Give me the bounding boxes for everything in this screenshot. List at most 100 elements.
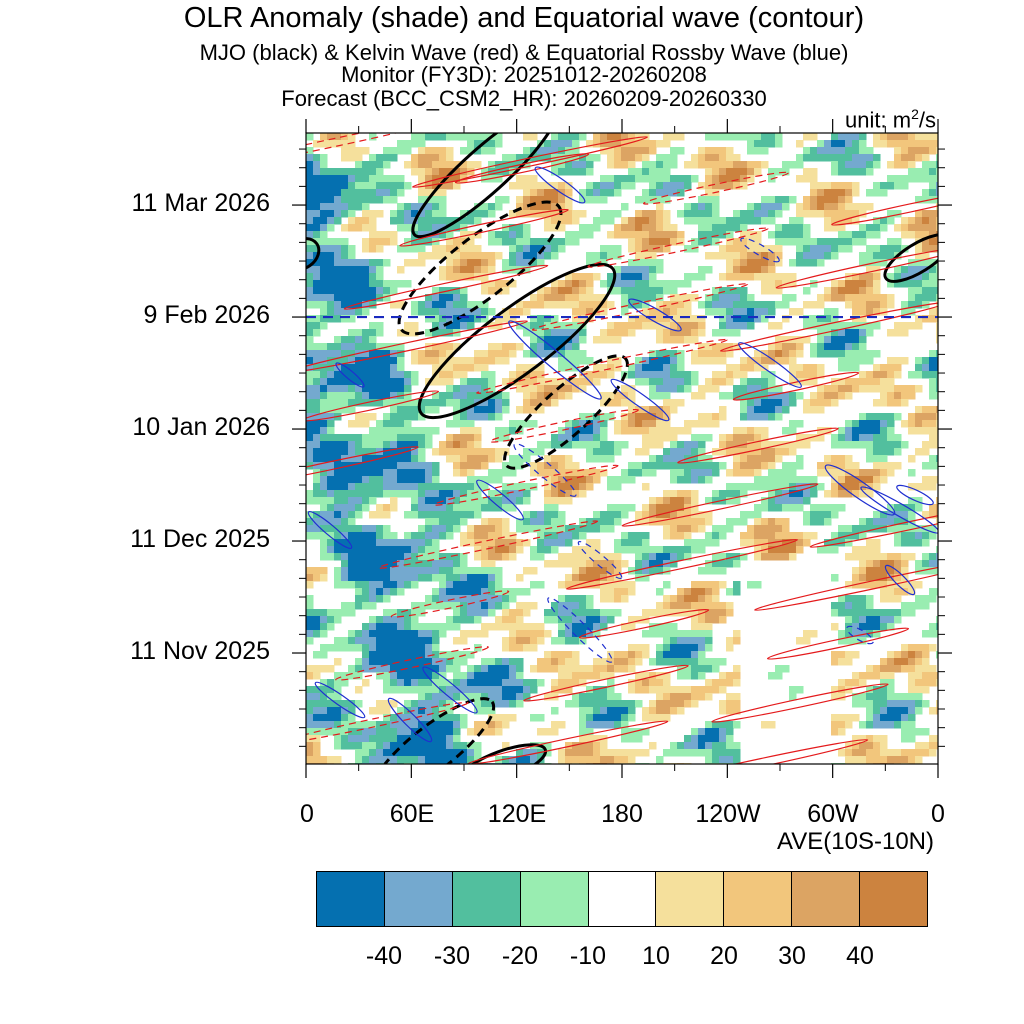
olr-cell [747,308,755,316]
olr-cell [467,448,475,456]
olr-cell [908,588,916,596]
olr-cell [320,497,328,505]
olr-cell [327,399,335,407]
olr-cell [313,490,321,498]
olr-cell [523,392,531,400]
olr-cell [495,315,503,323]
olr-cell [740,490,748,498]
olr-cell [509,315,517,323]
olr-cell [551,546,559,554]
olr-cell [803,147,811,155]
olr-cell [677,455,685,463]
olr-cell [586,707,594,715]
olr-cell [432,497,440,505]
olr-cell [628,322,636,330]
olr-cell [691,616,699,624]
olr-cell [880,525,888,533]
olr-cell [712,147,720,155]
olr-cell [418,714,426,722]
olr-cell [824,294,832,302]
olr-cell [733,329,741,337]
olr-cell [362,329,370,337]
olr-cell [719,168,727,176]
olr-cell [698,147,706,155]
olr-cell [306,343,314,351]
olr-cell [376,378,384,386]
olr-cell [747,525,755,533]
olr-cell [446,448,454,456]
olr-cell [691,448,699,456]
olr-cell [376,469,384,477]
olr-cell [320,462,328,470]
olr-cell [313,707,321,715]
olr-cell [502,357,510,365]
olr-cell [747,406,755,414]
olr-cell [754,217,762,225]
olr-cell [663,525,671,533]
olr-cell [901,224,909,232]
olr-cell [810,147,818,155]
olr-cell [481,630,489,638]
olr-cell [558,483,566,491]
olr-cell [852,469,860,477]
olr-cell [411,623,419,631]
olr-cell [467,217,475,225]
olr-cell [537,525,545,533]
olr-cell [621,651,629,659]
olr-cell [796,532,804,540]
olr-cell [712,224,720,232]
olr-cell [775,287,783,295]
olr-cell [586,161,594,169]
olr-cell [936,518,938,526]
olr-cell [586,182,594,190]
olr-cell [649,392,657,400]
olr-cell [334,511,342,519]
olr-cell [922,147,930,155]
olr-cell [712,161,720,169]
olr-cell [418,455,426,463]
olr-cell [551,679,559,687]
olr-cell [383,371,391,379]
olr-cell [705,161,713,169]
olr-cell [376,616,384,624]
olr-cell [306,532,314,540]
olr-cell [761,252,769,260]
olr-cell [362,175,370,183]
olr-cell [565,343,573,351]
olr-cell [572,336,580,344]
olr-cell [852,280,860,288]
olr-cell [411,567,419,575]
olr-cell [586,623,594,631]
olr-cell [831,154,839,162]
olr-cell [453,721,461,729]
olr-cell [691,644,699,652]
olr-cell [537,581,545,589]
olr-cell [845,182,853,190]
olr-cell [453,511,461,519]
olr-cell [677,602,685,610]
olr-cell [600,427,608,435]
olr-cell [817,483,825,491]
olr-cell [467,245,475,253]
olr-cell [929,392,937,400]
olr-cell [775,504,783,512]
olr-cell [579,595,587,603]
olr-cell [355,336,363,344]
olr-cell [453,364,461,372]
olr-cell [516,539,524,547]
olr-cell [698,518,706,526]
olr-cell [530,203,538,211]
olr-cell [656,182,664,190]
olr-cell [355,343,363,351]
olr-cell [509,350,517,358]
olr-cell [376,581,384,589]
olr-cell [306,392,314,400]
olr-cell [327,315,335,323]
olr-cell [460,245,468,253]
olr-cell [887,210,895,218]
olr-cell [635,273,643,281]
olr-cell [397,567,405,575]
olr-cell [327,721,335,729]
olr-cell [558,672,566,680]
olr-cell [432,469,440,477]
